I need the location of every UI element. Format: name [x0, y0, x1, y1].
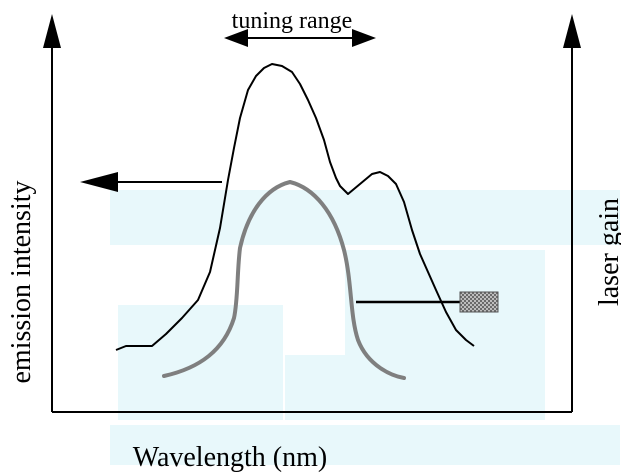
- emission-pointer-arrowhead: [80, 172, 118, 192]
- watermark-block-band: [110, 190, 620, 245]
- watermark-block-right: [345, 250, 545, 420]
- left-axis-label: emission intensity: [6, 181, 37, 384]
- emission-curve: [115, 63, 475, 351]
- right-axis-arrowhead: [563, 14, 581, 48]
- background-watermark: [110, 190, 620, 465]
- axes: [51, 40, 573, 413]
- watermark-block-bottom: [110, 425, 620, 465]
- tuning-range-arrowhead-left: [224, 29, 248, 47]
- tuning-range-label: tuning range: [232, 8, 353, 34]
- left-axis-arrowhead: [43, 14, 61, 48]
- right-axis-label: laser gain: [594, 198, 621, 306]
- gain-legend-swatch: [459, 291, 499, 313]
- x-axis-label: Wavelength (nm): [133, 442, 327, 473]
- tuning-range-arrowhead-right: [352, 29, 376, 47]
- watermark-block-mid: [285, 355, 345, 420]
- gain-curve: [162, 179, 406, 380]
